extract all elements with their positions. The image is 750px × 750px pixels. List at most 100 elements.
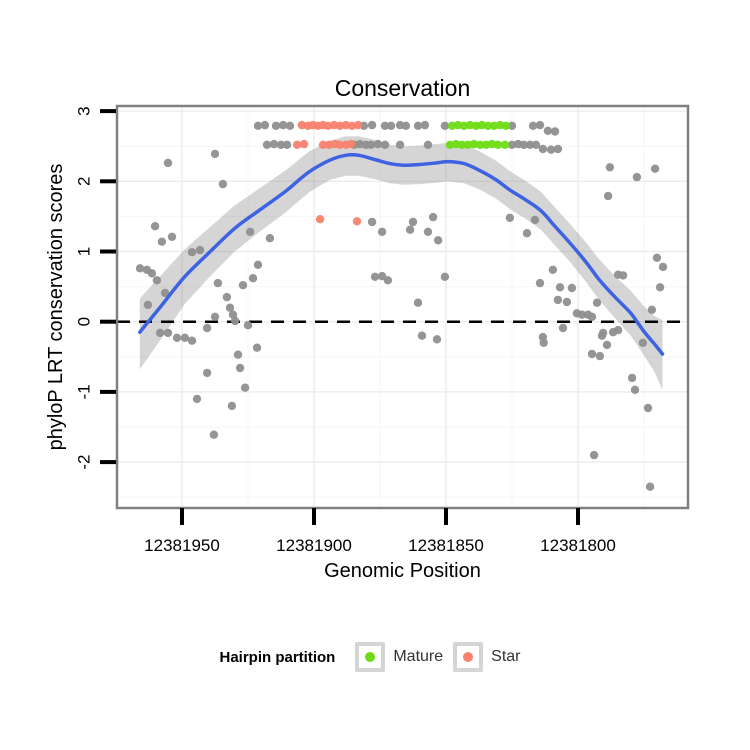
data-point — [243, 321, 253, 330]
data-point — [413, 121, 423, 130]
data-point — [546, 145, 556, 154]
data-point — [493, 140, 503, 149]
data-point — [655, 283, 665, 292]
data-point — [440, 272, 450, 281]
data-point — [299, 139, 309, 149]
data-point — [262, 140, 272, 149]
data-point — [577, 310, 587, 319]
y-tick-label: 0 — [75, 317, 94, 326]
data-point — [428, 212, 438, 222]
data-point — [377, 227, 387, 236]
data-point — [163, 328, 173, 338]
data-point — [341, 120, 351, 130]
data-point — [627, 373, 637, 383]
data-point — [395, 140, 405, 149]
data-point — [386, 121, 396, 130]
data-point — [230, 316, 240, 326]
data-point — [209, 430, 219, 439]
data-point — [335, 140, 345, 149]
data-point — [292, 140, 302, 149]
data-point — [420, 120, 430, 130]
data-point — [618, 271, 628, 280]
panel-border — [115, 104, 690, 510]
data-point — [605, 163, 615, 172]
x-tick-label: 12381850 — [408, 536, 484, 555]
data-point — [613, 325, 623, 335]
data-point — [282, 140, 292, 149]
data-point — [227, 401, 237, 411]
data-point — [507, 140, 517, 149]
data-point — [240, 383, 250, 392]
data-point — [253, 121, 263, 130]
data-point — [451, 139, 461, 149]
data-point — [530, 215, 540, 225]
data-point — [202, 368, 212, 378]
data-point — [147, 269, 157, 278]
y-tick-label: 1 — [75, 247, 94, 256]
data-point — [603, 191, 613, 201]
series-Mature — [445, 120, 511, 149]
data-point — [522, 229, 532, 238]
data-point — [643, 403, 653, 413]
data-point — [413, 298, 423, 307]
x-tick-label: 12381950 — [144, 536, 220, 555]
data-point — [597, 331, 607, 340]
y-tick-label: -1 — [75, 384, 94, 399]
data-point — [135, 264, 145, 273]
data-point — [535, 278, 545, 288]
data-point — [367, 217, 377, 227]
data-point — [210, 312, 220, 321]
data-point — [370, 272, 380, 281]
data-point — [405, 225, 415, 234]
series-Star — [292, 120, 363, 226]
data-point — [505, 213, 515, 222]
data-point — [647, 305, 657, 314]
data-point — [187, 248, 197, 257]
data-point — [539, 338, 548, 347]
data-point — [553, 295, 563, 305]
data-point — [543, 126, 553, 135]
data-point — [519, 140, 529, 149]
data-point — [401, 121, 411, 130]
y-tick-label: 3 — [75, 106, 94, 115]
data-point — [377, 271, 387, 281]
data-point — [352, 217, 362, 226]
data-point — [202, 323, 212, 333]
data-point — [192, 394, 202, 404]
chart-title: Conservation — [334, 75, 471, 101]
data-point — [355, 139, 365, 149]
legend: Hairpin partition Mature Star — [0, 641, 750, 673]
data-point — [346, 139, 356, 149]
data-point — [650, 164, 660, 173]
x-axis-title: Genomic Position — [324, 560, 481, 582]
data-point — [457, 140, 467, 149]
data-point — [157, 237, 167, 246]
data-point — [548, 265, 558, 274]
data-point — [373, 139, 383, 149]
data-point — [218, 179, 228, 189]
data-point — [366, 140, 376, 149]
data-point — [507, 121, 517, 130]
confidence-ribbon — [139, 136, 663, 390]
data-point — [465, 120, 475, 130]
data-point — [228, 310, 238, 319]
data-point — [652, 253, 662, 262]
data-point — [408, 217, 418, 227]
data-point — [433, 236, 443, 245]
data-point — [172, 333, 182, 342]
y-tick-label: -2 — [75, 455, 94, 470]
data-point — [423, 140, 433, 149]
data-point — [483, 121, 493, 130]
data-point — [380, 121, 390, 130]
data-point — [558, 323, 568, 333]
legend-label-star: Star — [491, 648, 521, 665]
data-point — [155, 328, 165, 338]
data-point — [253, 260, 263, 269]
data-point — [271, 121, 281, 130]
data-point — [567, 283, 577, 293]
data-point — [463, 140, 473, 149]
x-tick-label: 12381800 — [540, 536, 616, 555]
data-point — [323, 121, 333, 130]
data-point — [638, 338, 648, 347]
